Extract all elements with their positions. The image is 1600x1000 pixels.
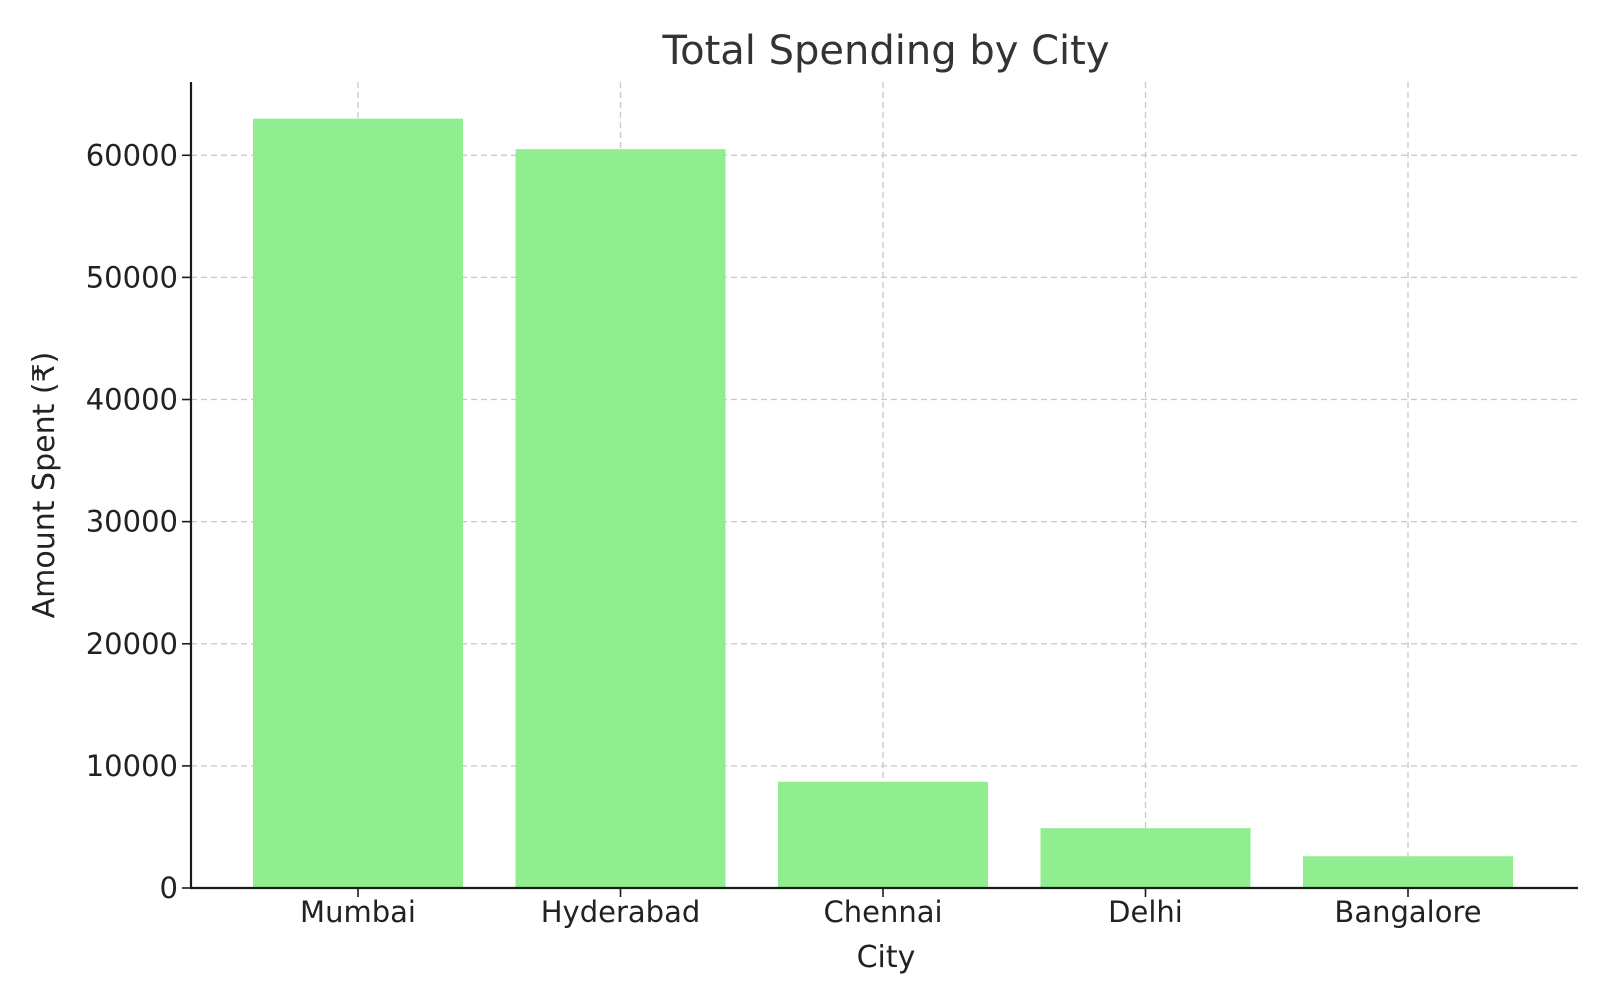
- axes: [189, 82, 1578, 890]
- bar-delhi: [1040, 828, 1251, 888]
- bars: [253, 118, 1513, 889]
- x-tick-label: Hyderabad: [541, 895, 701, 929]
- y-axis-label: Amount Spent (₹): [27, 352, 62, 619]
- y-tick-label: 20000: [86, 627, 178, 661]
- x-tick-label: Bangalore: [1334, 895, 1481, 929]
- bar-hyderabad: [515, 149, 726, 888]
- x-tick-label: Delhi: [1108, 895, 1183, 929]
- bar-chennai: [778, 781, 988, 888]
- x-axis-ticks: Mumbai Hyderabad Chennai Delhi Bangalore: [300, 888, 1482, 929]
- y-tick-label: 10000: [86, 749, 178, 783]
- y-tick-label: 30000: [86, 505, 178, 539]
- x-axis-label: City: [857, 940, 916, 975]
- y-tick-label: 40000: [86, 383, 178, 417]
- bar-bangalore: [1303, 856, 1513, 888]
- bar-mumbai: [253, 118, 463, 889]
- y-axis-ticks: 0 10000 20000 30000 40000 50000 60000: [86, 138, 191, 905]
- chart-title: Total Spending by City: [661, 28, 1109, 74]
- y-tick-label: 60000: [86, 138, 178, 172]
- x-tick-label: Mumbai: [300, 895, 416, 929]
- y-tick-label: 50000: [86, 260, 178, 294]
- y-tick-label: 0: [160, 871, 178, 905]
- x-tick-label: Chennai: [823, 895, 942, 929]
